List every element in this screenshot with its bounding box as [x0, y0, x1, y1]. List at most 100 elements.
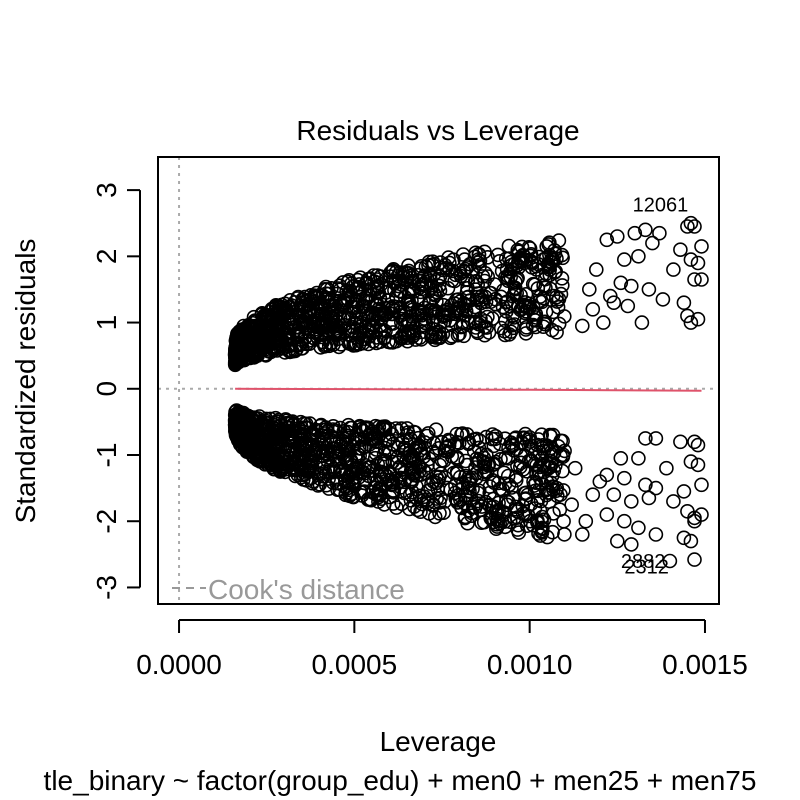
data-point — [638, 477, 653, 493]
data-point-lower — [428, 469, 444, 485]
data-point-lower — [420, 457, 435, 473]
data-point-upper — [507, 317, 522, 332]
data-point-upper — [340, 274, 356, 290]
data-point-lower — [471, 483, 487, 499]
data-point-upper — [444, 328, 460, 344]
data-point-upper — [370, 268, 385, 283]
data-point-upper — [315, 306, 331, 322]
data-point-upper — [331, 339, 347, 355]
y-tick-label: 2 — [91, 249, 122, 265]
data-point-upper — [471, 247, 487, 263]
data-point-lower — [229, 403, 244, 418]
data-point — [631, 520, 646, 536]
data-point-upper — [333, 296, 349, 312]
data-point-lower — [265, 455, 281, 471]
data-point — [690, 437, 706, 453]
data-point — [676, 484, 692, 499]
data-point-lower — [459, 457, 475, 473]
data-point-lower — [325, 444, 341, 459]
chart-title: Residuals vs Leverage — [296, 115, 579, 146]
data-point-lower — [394, 421, 409, 436]
data-point-lower — [404, 450, 419, 466]
data-point-upper — [522, 299, 537, 315]
data-point-upper — [518, 252, 533, 268]
data-point-upper — [238, 321, 253, 336]
data-point-lower — [374, 472, 390, 487]
data-point-upper — [500, 268, 516, 284]
data-point-lower — [497, 476, 513, 492]
data-point-upper — [362, 271, 378, 286]
data-point-lower — [548, 483, 564, 499]
data-point-upper — [280, 308, 296, 324]
data-point-upper — [530, 281, 546, 296]
data-point-upper — [507, 280, 523, 296]
data-point-upper — [341, 336, 357, 351]
data-point-upper — [259, 325, 274, 341]
data-point-upper — [410, 292, 426, 308]
data-point-lower — [258, 430, 274, 445]
data-point-upper — [551, 316, 567, 332]
data-point-lower — [330, 482, 345, 498]
data-point-upper — [335, 275, 351, 290]
data-point-lower — [229, 420, 244, 436]
data-point-lower — [511, 525, 527, 540]
data-point — [687, 272, 702, 287]
data-point-upper — [394, 330, 409, 346]
data-point — [592, 474, 608, 489]
data-point-upper — [412, 273, 428, 289]
data-point-lower — [526, 474, 541, 489]
data-point-lower — [376, 446, 392, 462]
data-point — [687, 434, 702, 450]
data-point — [648, 431, 664, 446]
data-point — [581, 282, 597, 297]
data-point-upper — [475, 269, 491, 284]
data-point — [690, 457, 706, 473]
data-point-upper — [526, 307, 542, 322]
data-point-lower — [303, 437, 318, 453]
data-point — [683, 454, 699, 469]
data-point — [609, 229, 625, 244]
data-point-lower — [249, 428, 265, 443]
data-point — [694, 477, 709, 493]
data-point-lower — [266, 461, 282, 477]
data-point-lower — [301, 458, 317, 474]
data-point-lower — [338, 452, 353, 467]
data-point-lower — [428, 422, 444, 438]
data-point-lower — [492, 436, 508, 452]
data-point-lower — [413, 446, 428, 462]
data-point-lower — [332, 420, 348, 436]
data-point — [694, 272, 709, 287]
data-point-upper — [450, 327, 466, 343]
data-point-lower — [349, 461, 365, 477]
data-point-upper — [300, 303, 316, 319]
data-point-lower — [536, 512, 552, 528]
data-point-lower — [262, 411, 278, 427]
data-point — [683, 533, 699, 549]
data-point-lower — [433, 490, 448, 506]
data-point-lower — [257, 432, 273, 448]
data-point-lower — [457, 510, 473, 526]
data-point-upper — [457, 252, 473, 267]
data-point — [659, 460, 674, 476]
data-point-lower — [555, 483, 571, 498]
data-point-lower — [553, 448, 568, 464]
data-point-upper — [448, 292, 464, 308]
data-point-lower — [414, 496, 430, 512]
data-point-upper — [233, 347, 248, 363]
data-point — [609, 533, 625, 549]
x-tick-label: 0.0015 — [662, 649, 748, 680]
data-point-lower — [382, 445, 398, 461]
data-point-lower — [532, 445, 548, 460]
data-point — [616, 513, 632, 529]
smoother-line-group — [235, 387, 702, 392]
y-tick-label: -3 — [91, 575, 122, 600]
data-point-upper — [426, 286, 442, 302]
data-point — [613, 450, 629, 466]
data-point-lower — [552, 502, 568, 518]
data-point-lower — [369, 434, 384, 450]
data-point-upper — [441, 250, 456, 265]
data-point — [574, 318, 590, 334]
data-point-upper — [549, 324, 564, 340]
data-point-lower — [536, 457, 551, 473]
data-point-upper — [549, 251, 564, 266]
